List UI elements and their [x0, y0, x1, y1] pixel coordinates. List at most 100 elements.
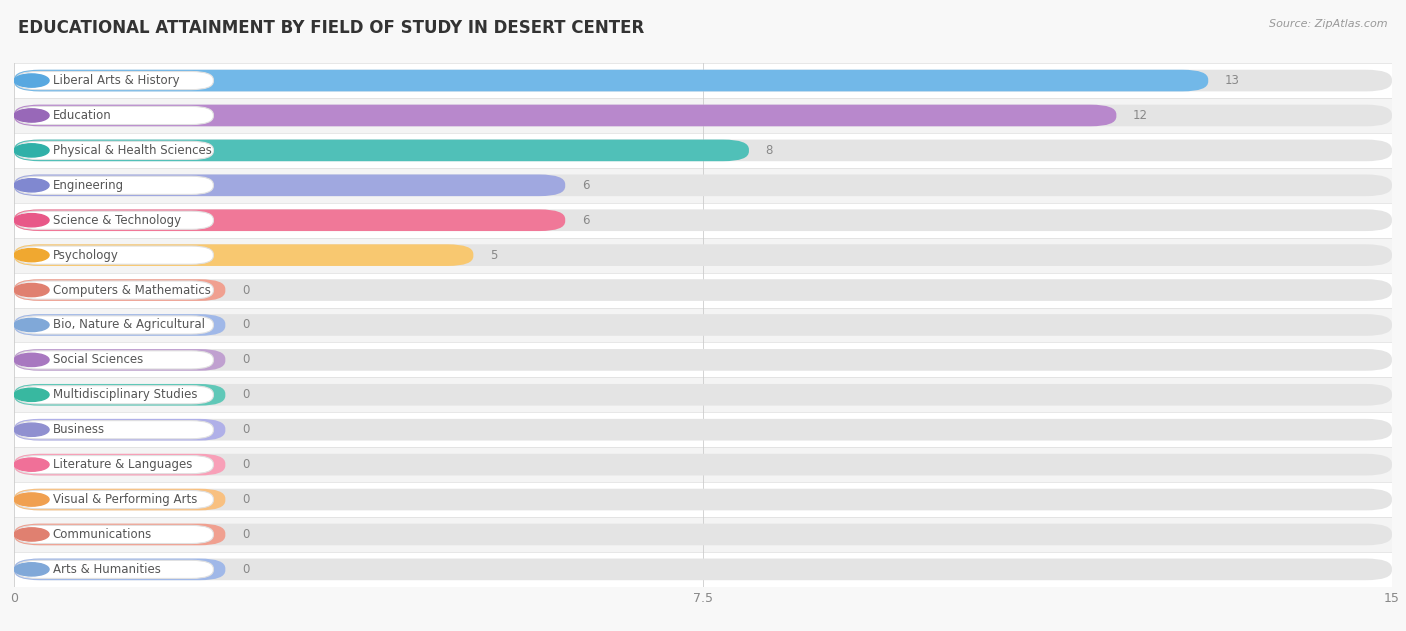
Text: 0: 0 [242, 353, 249, 367]
Bar [14, 98, 1392, 133]
FancyBboxPatch shape [14, 558, 225, 580]
Text: EDUCATIONAL ATTAINMENT BY FIELD OF STUDY IN DESERT CENTER: EDUCATIONAL ATTAINMENT BY FIELD OF STUDY… [18, 19, 644, 37]
Circle shape [14, 179, 49, 192]
Text: 0: 0 [242, 458, 249, 471]
Circle shape [14, 283, 49, 297]
FancyBboxPatch shape [14, 524, 225, 545]
FancyBboxPatch shape [14, 524, 1392, 545]
Circle shape [14, 144, 49, 157]
Circle shape [14, 458, 49, 471]
Text: Physical & Health Sciences: Physical & Health Sciences [52, 144, 211, 157]
FancyBboxPatch shape [15, 281, 214, 299]
Text: Literature & Languages: Literature & Languages [52, 458, 193, 471]
FancyBboxPatch shape [15, 211, 214, 229]
Circle shape [14, 563, 49, 576]
Text: 13: 13 [1225, 74, 1240, 87]
Circle shape [14, 249, 49, 262]
Text: 0: 0 [242, 283, 249, 297]
Text: Arts & Humanities: Arts & Humanities [52, 563, 160, 576]
Text: 0: 0 [242, 319, 249, 331]
Text: 0: 0 [242, 563, 249, 576]
Bar [14, 482, 1392, 517]
Text: Communications: Communications [52, 528, 152, 541]
FancyBboxPatch shape [14, 558, 1392, 580]
Text: Liberal Arts & History: Liberal Arts & History [52, 74, 180, 87]
FancyBboxPatch shape [14, 209, 1392, 231]
Circle shape [14, 213, 49, 227]
Bar [14, 168, 1392, 203]
FancyBboxPatch shape [14, 139, 1392, 161]
Text: 5: 5 [489, 249, 498, 262]
Circle shape [14, 423, 49, 437]
Circle shape [14, 528, 49, 541]
Text: Computers & Mathematics: Computers & Mathematics [52, 283, 211, 297]
FancyBboxPatch shape [14, 244, 1392, 266]
Bar [14, 412, 1392, 447]
FancyBboxPatch shape [14, 70, 1392, 91]
Text: Social Sciences: Social Sciences [52, 353, 143, 367]
FancyBboxPatch shape [14, 209, 565, 231]
FancyBboxPatch shape [15, 490, 214, 509]
FancyBboxPatch shape [14, 70, 1208, 91]
Bar [14, 552, 1392, 587]
Bar [14, 377, 1392, 412]
Bar [14, 238, 1392, 273]
FancyBboxPatch shape [14, 244, 474, 266]
Text: Source: ZipAtlas.com: Source: ZipAtlas.com [1270, 19, 1388, 29]
FancyBboxPatch shape [14, 384, 225, 406]
FancyBboxPatch shape [15, 526, 214, 543]
Circle shape [14, 109, 49, 122]
Bar [14, 307, 1392, 343]
FancyBboxPatch shape [14, 105, 1116, 126]
Text: Visual & Performing Arts: Visual & Performing Arts [52, 493, 197, 506]
Bar [14, 203, 1392, 238]
Circle shape [14, 74, 49, 87]
Bar [14, 63, 1392, 98]
Text: Multidisciplinary Studies: Multidisciplinary Studies [52, 388, 197, 401]
Text: 6: 6 [582, 179, 589, 192]
Circle shape [14, 493, 49, 506]
FancyBboxPatch shape [14, 489, 225, 510]
FancyBboxPatch shape [14, 454, 225, 475]
Text: 0: 0 [242, 493, 249, 506]
FancyBboxPatch shape [14, 105, 1392, 126]
Circle shape [14, 318, 49, 332]
Circle shape [14, 388, 49, 401]
Text: Engineering: Engineering [52, 179, 124, 192]
FancyBboxPatch shape [14, 280, 1392, 301]
FancyBboxPatch shape [14, 384, 1392, 406]
Bar [14, 343, 1392, 377]
FancyBboxPatch shape [15, 351, 214, 369]
FancyBboxPatch shape [14, 489, 1392, 510]
Text: Bio, Nature & Agricultural: Bio, Nature & Agricultural [52, 319, 205, 331]
FancyBboxPatch shape [14, 419, 225, 440]
FancyBboxPatch shape [15, 316, 214, 334]
FancyBboxPatch shape [15, 560, 214, 579]
FancyBboxPatch shape [14, 349, 1392, 370]
FancyBboxPatch shape [15, 246, 214, 264]
FancyBboxPatch shape [15, 386, 214, 404]
FancyBboxPatch shape [15, 456, 214, 474]
Text: 0: 0 [242, 423, 249, 436]
FancyBboxPatch shape [14, 419, 1392, 440]
FancyBboxPatch shape [14, 175, 1392, 196]
Text: Education: Education [52, 109, 111, 122]
FancyBboxPatch shape [15, 107, 214, 124]
FancyBboxPatch shape [15, 176, 214, 194]
Text: 0: 0 [242, 388, 249, 401]
Text: 12: 12 [1133, 109, 1147, 122]
Text: 8: 8 [765, 144, 773, 157]
Text: 6: 6 [582, 214, 589, 227]
Bar [14, 133, 1392, 168]
FancyBboxPatch shape [14, 314, 1392, 336]
FancyBboxPatch shape [14, 314, 225, 336]
Text: Science & Technology: Science & Technology [52, 214, 181, 227]
Bar [14, 273, 1392, 307]
FancyBboxPatch shape [14, 349, 225, 370]
Bar [14, 447, 1392, 482]
Text: Psychology: Psychology [52, 249, 118, 262]
FancyBboxPatch shape [14, 175, 565, 196]
FancyBboxPatch shape [14, 280, 225, 301]
FancyBboxPatch shape [15, 141, 214, 160]
Circle shape [14, 353, 49, 367]
